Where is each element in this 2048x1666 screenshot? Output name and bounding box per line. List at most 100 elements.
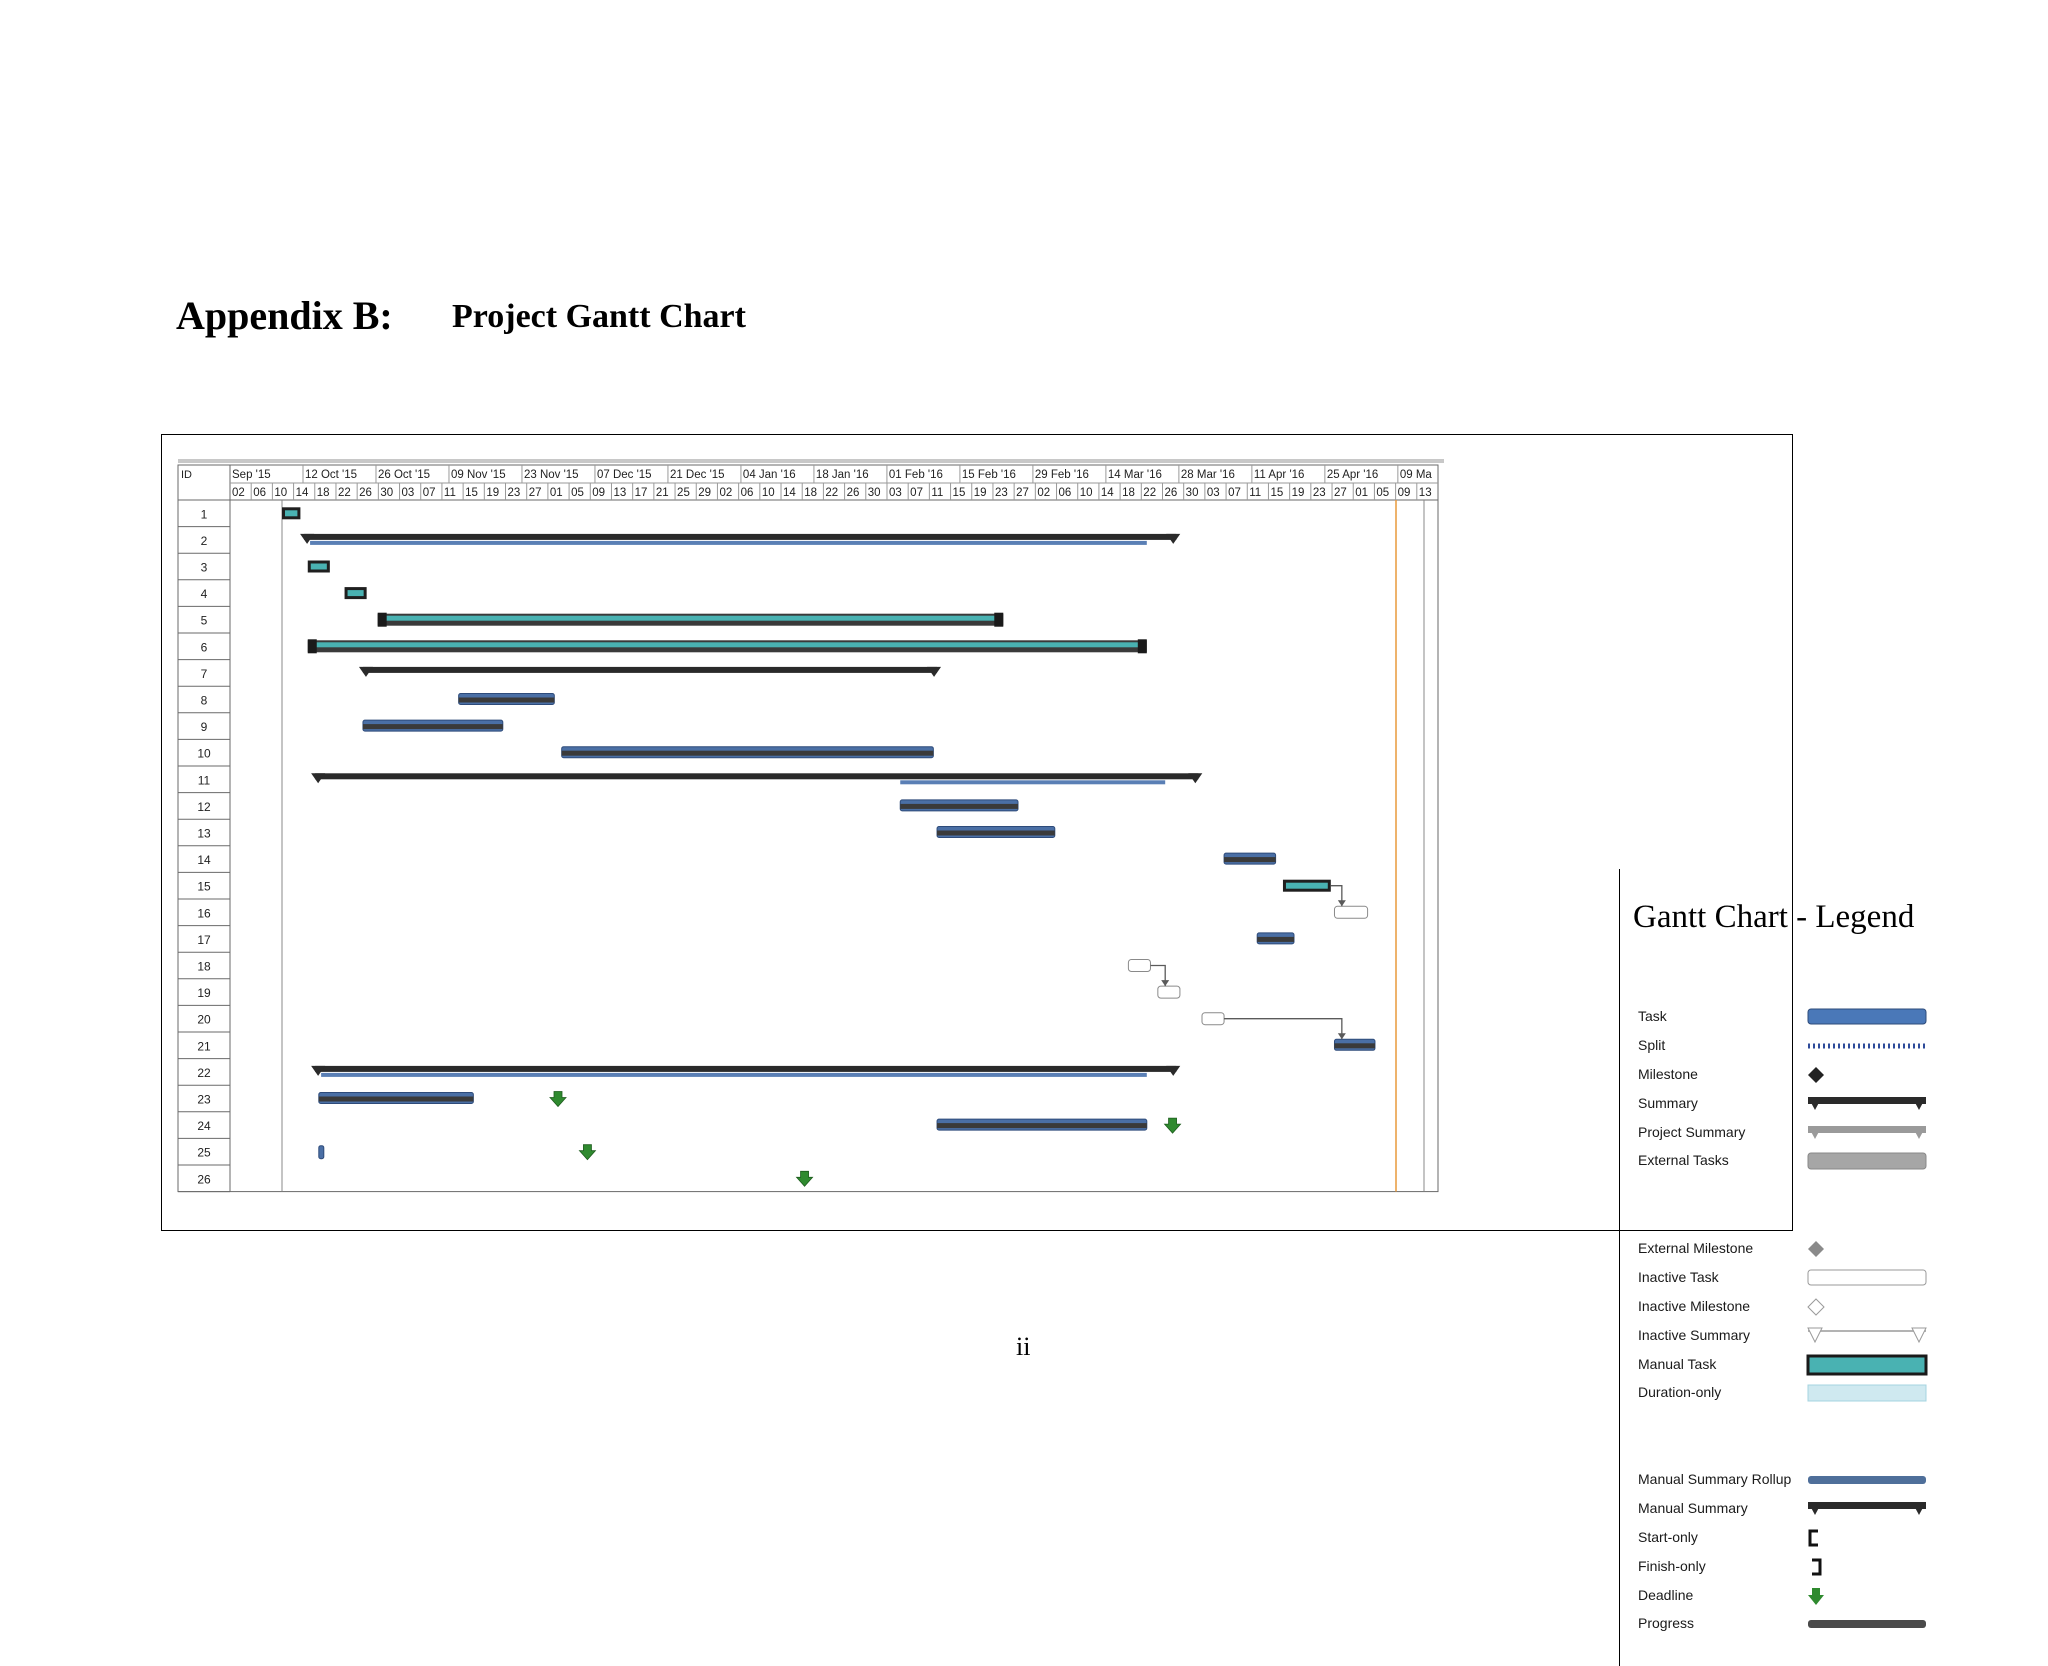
legend-swatch-summary-cap-right [1912, 1097, 1926, 1110]
gantt-bar-row-10-progress [561, 750, 934, 756]
legend-label-summary: Summary [1638, 1095, 1698, 1111]
day-header: 06 [741, 487, 754, 499]
gantt-bar-row-15-fill [1285, 882, 1328, 889]
gantt-bar-row-9-progress [362, 724, 503, 730]
row-id: 21 [197, 1039, 211, 1053]
gantt-bar-row-22-end-cap [1166, 1065, 1181, 1076]
row-id: 20 [197, 1013, 211, 1027]
month-header: 18 Jan '16 [816, 469, 869, 481]
dependency-18-19-arrow [1161, 980, 1170, 987]
deadline-marker-row-24 [1163, 1117, 1182, 1134]
legend-swatch-project-summary-cap-right [1912, 1126, 1926, 1139]
month-header: 26 Oct '15 [378, 469, 430, 481]
day-header: 01 [1355, 487, 1368, 499]
dependency-15-16-arrow [1337, 900, 1346, 907]
row-id: 13 [197, 827, 211, 841]
day-header: 09 [1398, 487, 1411, 499]
day-header: 03 [1207, 487, 1220, 499]
row-id: 23 [197, 1093, 211, 1107]
gantt-chart: ID Sep '15 12 Oct '15 26 Oct '15 09 Nov '15 2… [177, 459, 1444, 1193]
gantt-bar-row-2-end-cap [1166, 533, 1181, 544]
gantt-bar-row-17-progress [1257, 936, 1294, 942]
legend-label-inactive-summary: Inactive Summary [1638, 1327, 1751, 1343]
gantt-bar-row-11-rollup [900, 780, 1166, 785]
row-id: 8 [201, 694, 208, 708]
legend-swatch-inactive-summary-cap-left [1807, 1327, 1823, 1344]
gantt-bar-row-19 [1157, 985, 1181, 999]
day-header: 11 [931, 487, 943, 499]
day-header: 07 [910, 487, 923, 499]
deadline-marker-row-25 [578, 1144, 597, 1161]
dependency-15-16 [1330, 885, 1343, 907]
day-header: 19 [486, 487, 499, 499]
day-header: 02 [719, 487, 732, 499]
appendix-title: Project Gantt Chart [452, 298, 746, 335]
month-header: 01 Feb '16 [889, 469, 943, 481]
gantt-bar-row-12-progress [900, 803, 1018, 809]
month-header: 28 Mar '16 [1181, 469, 1235, 481]
day-header: 06 [253, 487, 266, 499]
day-header: 07 [1228, 487, 1241, 499]
gantt-bar-row-2 [304, 533, 1177, 540]
legend-swatch-duration-only [1807, 1384, 1927, 1402]
grid-border [177, 464, 1439, 1193]
legend-label-inactive-milestone: Inactive Milestone [1638, 1298, 1751, 1314]
day-header: 18 [1122, 487, 1135, 499]
legend-swatch-manual-summary [1808, 1502, 1926, 1509]
gantt-legend: Gantt Chart - Legend Task Split Milestone S… [1619, 869, 1955, 1666]
day-header: 26 [1164, 487, 1177, 499]
month-header: 15 Feb '16 [962, 469, 1016, 481]
day-header: 09 [592, 487, 605, 499]
day-header: 18 [804, 487, 817, 499]
gantt-bar-row-22 [315, 1065, 1177, 1072]
row-id: 10 [197, 747, 211, 761]
day-header: 23 [1313, 487, 1326, 499]
legend-label-external-tasks: External Tasks [1638, 1152, 1729, 1168]
row-id: 17 [197, 933, 211, 947]
dependency-18-19 [1150, 964, 1166, 987]
legend-title: Gantt Chart - Legend [1633, 899, 1915, 935]
gantt-bar-row-24-progress [937, 1123, 1147, 1129]
legend-swatch-project-summary [1808, 1126, 1926, 1133]
row-id: 2 [201, 534, 208, 548]
row-id: 7 [201, 667, 208, 681]
legend-swatch-external-tasks [1807, 1152, 1927, 1170]
day-header: 27 [1016, 487, 1029, 499]
row-id: 9 [201, 720, 208, 734]
day-header: 18 [317, 487, 330, 499]
gantt-bar-row-4-fill [347, 590, 364, 597]
day-header: 07 [423, 487, 436, 499]
day-header: 10 [762, 487, 775, 499]
row-id: 6 [201, 640, 208, 654]
row-id: 4 [201, 587, 208, 601]
gantt-bar-row-16 [1333, 905, 1369, 919]
day-header: 30 [868, 487, 881, 499]
row-id: 26 [197, 1172, 211, 1186]
month-header: 09 Ma [1400, 469, 1433, 481]
day-header: 11 [1249, 487, 1261, 499]
row-id: 18 [197, 960, 211, 974]
legend-label-inactive-task: Inactive Task [1638, 1269, 1719, 1285]
day-header: 03 [889, 487, 902, 499]
legend-swatch-milestone [1808, 1067, 1824, 1083]
gantt-bar-row-7 [362, 666, 938, 673]
day-header: 01 [550, 487, 563, 499]
day-header: 13 [1419, 487, 1432, 499]
legend-swatch-manual-task [1806, 1354, 1928, 1376]
appendix-label: Appendix B: [176, 293, 393, 338]
day-header: 10 [274, 487, 287, 499]
gantt-bar-row-8-progress [458, 697, 555, 703]
day-header: 22 [825, 487, 838, 499]
gantt-bar-row-2-start-cap [300, 533, 315, 544]
month-header: 09 Nov '15 [451, 469, 506, 481]
row-id: 25 [197, 1146, 211, 1160]
day-header: 03 [402, 487, 415, 499]
day-header: 11 [444, 487, 456, 499]
row-id: 15 [197, 880, 211, 894]
gantt-bar-row-3-fill [310, 563, 327, 570]
gantt-bar-row-6-fill [313, 642, 1141, 648]
legend-swatches [1806, 1008, 1928, 1628]
row-id: 3 [201, 561, 208, 575]
day-header: 06 [1059, 487, 1072, 499]
legend-label-project-summary: Project Summary [1638, 1124, 1746, 1140]
